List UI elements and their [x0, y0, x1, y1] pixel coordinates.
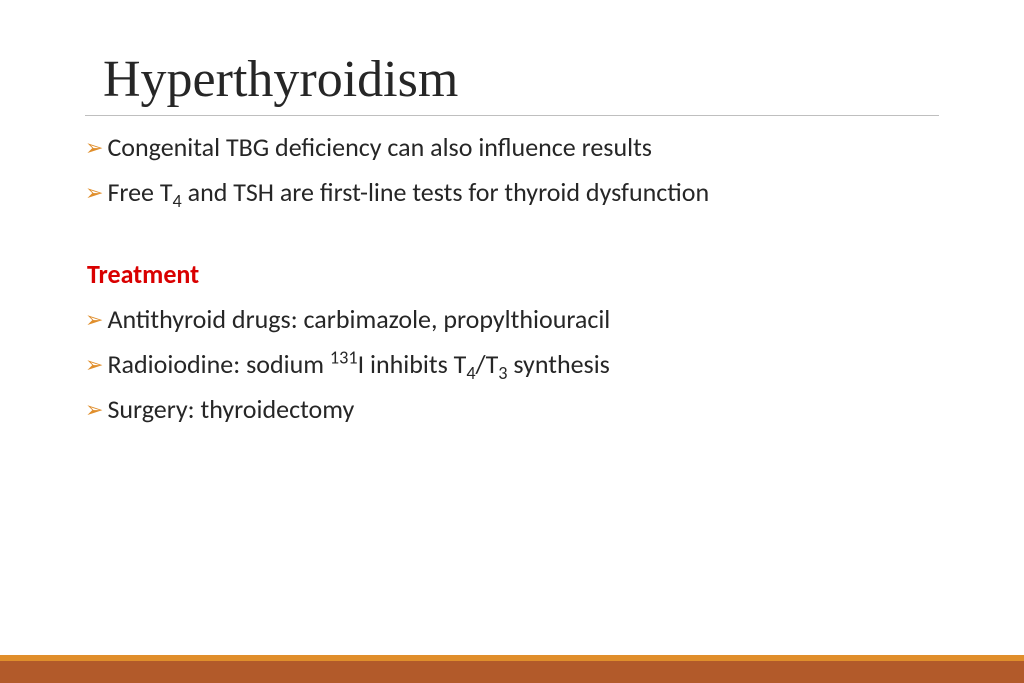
- chevron-right-icon: ➢: [85, 305, 103, 335]
- chevron-right-icon: ➢: [85, 178, 103, 208]
- bullet-text: Antithyroid drugs: carbimazole, propylth…: [107, 302, 939, 337]
- slide-body: ➢ Congenital TBG deficiency can also inf…: [85, 130, 939, 427]
- bullet-item: ➢ Surgery: thyroidectomy: [85, 392, 939, 427]
- bullet-text: Congenital TBG deficiency can also influ…: [107, 130, 939, 165]
- slide: Hyperthyroidism ➢ Congenital TBG deficie…: [0, 0, 1024, 683]
- chevron-right-icon: ➢: [85, 133, 103, 163]
- chevron-right-icon: ➢: [85, 395, 103, 425]
- footer-bar: [0, 655, 1024, 683]
- slide-title: Hyperthyroidism: [85, 50, 939, 116]
- bullet-item: ➢ Radioiodine: sodium 131I inhibits T4/T…: [85, 347, 939, 382]
- bullet-item: ➢ Congenital TBG deficiency can also inf…: [85, 130, 939, 165]
- chevron-right-icon: ➢: [85, 350, 103, 380]
- bullet-text: Radioiodine: sodium 131I inhibits T4/T3 …: [107, 347, 939, 382]
- bullet-text: Surgery: thyroidectomy: [107, 392, 939, 427]
- footer-main-stripe: [0, 661, 1024, 683]
- bullet-item: ➢ Free T4 and TSH are first-line tests f…: [85, 175, 939, 210]
- section-heading: Treatment: [85, 258, 939, 290]
- bullet-item: ➢ Antithyroid drugs: carbimazole, propyl…: [85, 302, 939, 337]
- bullet-text: Free T4 and TSH are first-line tests for…: [107, 175, 939, 210]
